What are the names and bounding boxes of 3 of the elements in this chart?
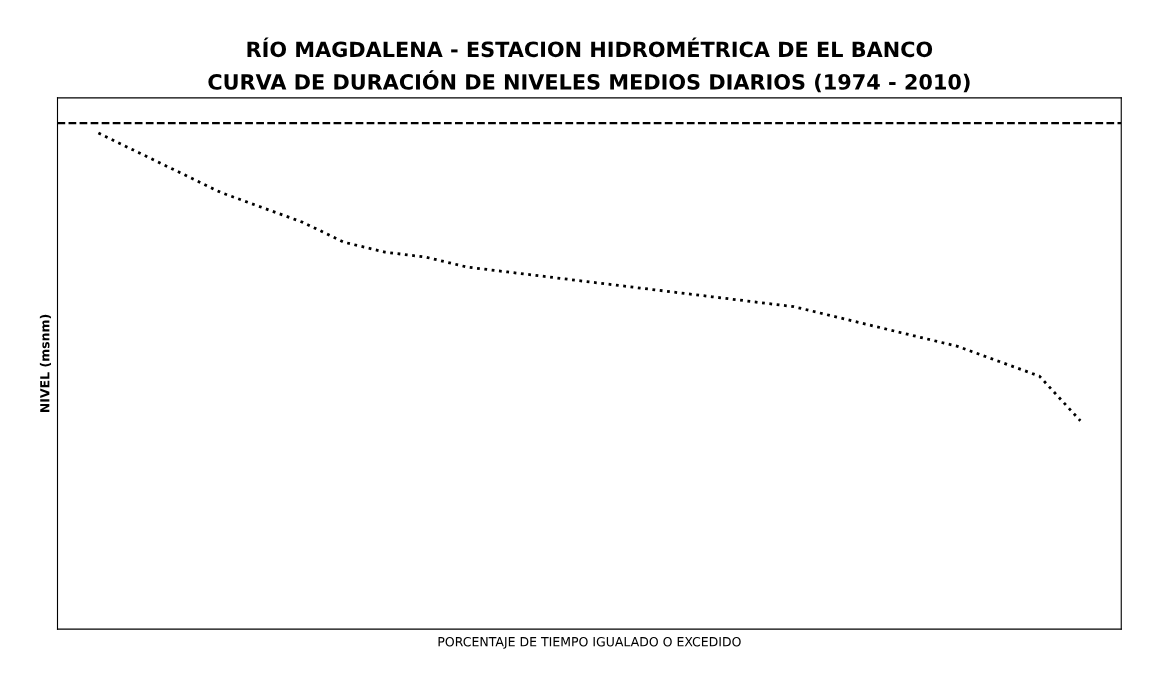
x-axis-title: PORCENTAJE DE TIEMPO IGUALADO O EXCEDIDO: [438, 636, 741, 649]
chart-title: RÍO MAGDALENA - ESTACION HIDROMÉTRICA DE EL BANCO CURVA DE DURACIÓN DE NIVELES MEDIOS DIARIOS (1974 - 2010): [208, 37, 970, 93]
y-axis-title: NIVEL (msnm): [39, 314, 51, 413]
